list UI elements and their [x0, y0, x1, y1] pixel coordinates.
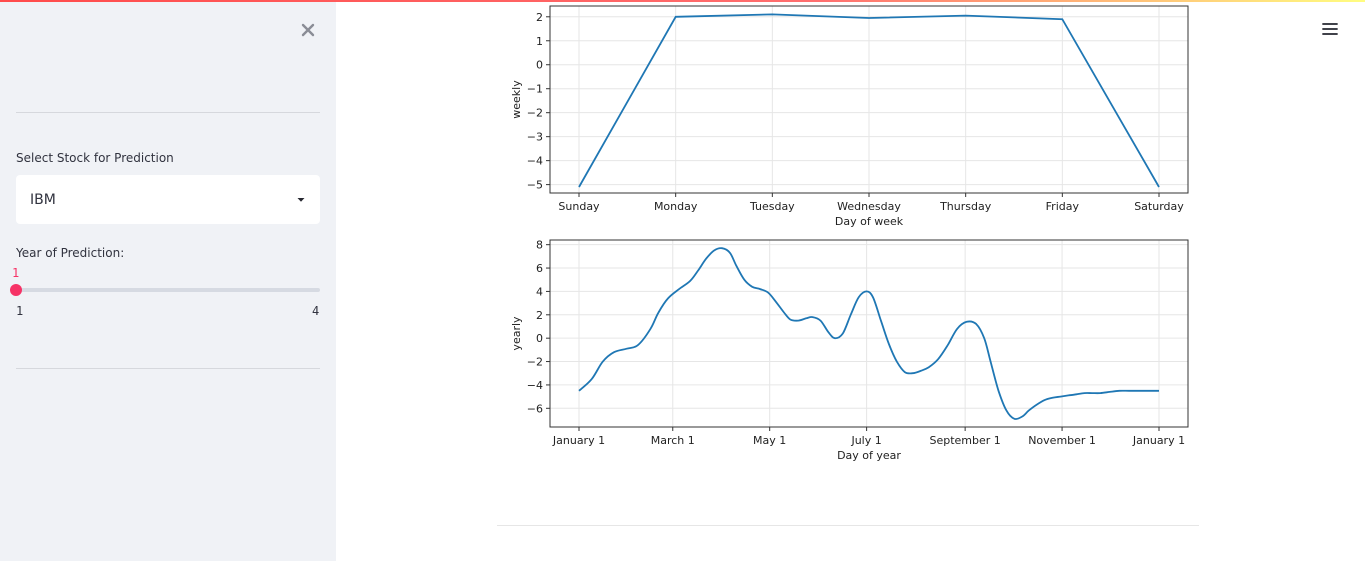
hamburger-menu-icon: [1322, 23, 1338, 35]
slider-min-label: 1: [16, 304, 24, 318]
y-tick-label: −4: [527, 379, 543, 392]
y-tick-label: −3: [527, 131, 543, 144]
year-slider-label: Year of Prediction:: [16, 246, 125, 260]
stock-select[interactable]: IBM: [16, 175, 320, 224]
x-tick-label: January 1: [1132, 434, 1185, 447]
y-axis-label: yearly: [510, 316, 523, 351]
y-tick-label: 4: [536, 285, 543, 298]
x-tick-label: Thursday: [939, 200, 992, 213]
close-icon: [301, 23, 315, 37]
top-decoration-bar: [0, 0, 1365, 2]
slider-max-label: 4: [312, 304, 320, 318]
plot-frame: [549, 5, 1189, 194]
y-tick-label: 0: [536, 59, 543, 72]
y-tick-label: 2: [536, 11, 543, 24]
y-tick-label: −6: [527, 402, 543, 415]
yearly-series-line: [578, 247, 1159, 420]
x-tick-label: January 1: [552, 434, 605, 447]
sidebar-divider-top: [16, 112, 320, 113]
x-tick-label: Sunday: [558, 200, 600, 213]
y-tick-label: 6: [536, 262, 543, 275]
select-stock-label: Select Stock for Prediction: [16, 151, 174, 165]
chevron-down-icon: [297, 197, 305, 202]
sidebar-divider-bottom: [16, 368, 320, 369]
content-divider: [497, 525, 1199, 526]
x-tick-label: March 1: [651, 434, 695, 447]
close-sidebar-button[interactable]: [296, 18, 320, 42]
y-tick-label: −2: [527, 107, 543, 120]
x-axis-label: Day of week: [835, 215, 904, 228]
x-tick-label: September 1: [929, 434, 1000, 447]
y-tick-label: 0: [536, 332, 543, 345]
y-tick-label: −1: [527, 83, 543, 96]
weekly-series-line: [578, 13, 1160, 188]
year-slider-track[interactable]: [16, 288, 320, 292]
y-tick-label: 2: [536, 309, 543, 322]
x-tick-label: Friday: [1046, 200, 1080, 213]
y-tick-label: 8: [536, 239, 543, 252]
x-axis-label: Day of year: [837, 449, 901, 462]
year-slider-thumb[interactable]: [10, 284, 22, 296]
x-tick-label: Tuesday: [749, 200, 795, 213]
y-tick-label: −5: [527, 179, 543, 192]
y-axis-label: weekly: [510, 80, 523, 119]
x-tick-label: Wednesday: [837, 200, 901, 213]
stock-select-value: IBM: [30, 191, 56, 208]
x-tick-label: May 1: [753, 434, 786, 447]
slider-current-value: 1: [12, 266, 20, 280]
x-tick-label: Monday: [654, 200, 698, 213]
main-menu-button[interactable]: [1318, 18, 1342, 40]
y-tick-label: 1: [536, 35, 543, 48]
y-tick-label: −4: [527, 155, 543, 168]
x-tick-label: November 1: [1028, 434, 1096, 447]
y-tick-label: −2: [527, 356, 543, 369]
sidebar: Select Stock for Prediction IBM Year of …: [0, 2, 336, 561]
x-tick-label: July 1: [850, 434, 881, 447]
x-tick-label: Saturday: [1134, 200, 1184, 213]
plot-frame: [549, 239, 1189, 428]
prophet-components-chart: 2 1 0 −1 −2 −3 −4 −5 Sunday Monday Tuesday Wednesda…: [510, 5, 1189, 462]
